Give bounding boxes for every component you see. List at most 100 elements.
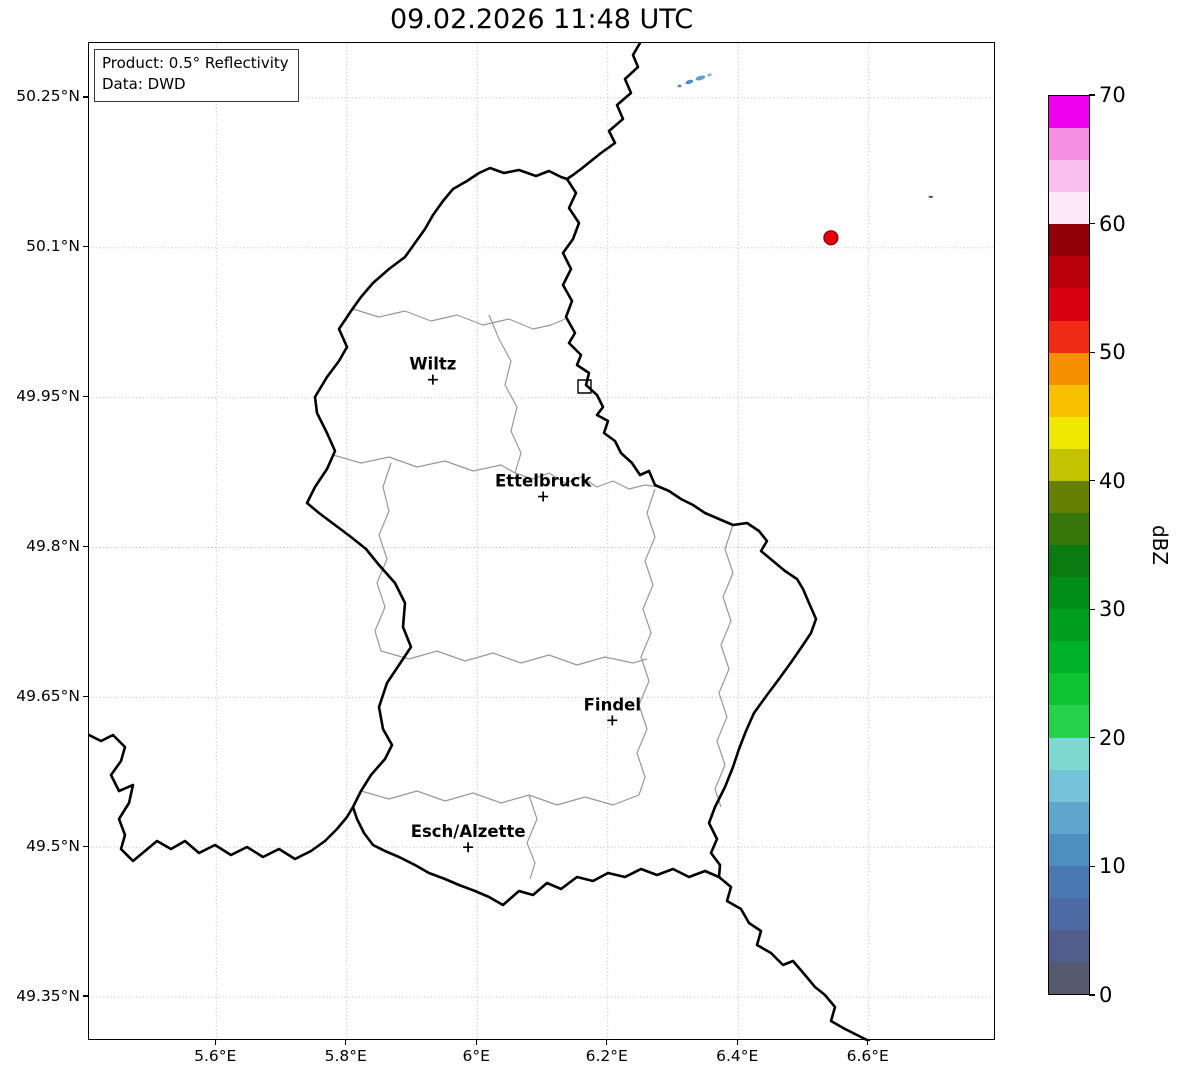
colorbar-segment xyxy=(1049,769,1089,802)
colorbar-segment xyxy=(1049,224,1089,257)
radar-echo xyxy=(707,73,712,77)
y-tick-mark xyxy=(83,96,88,98)
city-label: Esch/Alzette xyxy=(411,822,526,841)
colorbar-segment xyxy=(1049,480,1089,514)
y-tick-mark xyxy=(83,845,88,847)
colorbar-segment xyxy=(1049,513,1089,546)
colorbar-segment xyxy=(1049,320,1089,353)
colorbar-segment xyxy=(1049,673,1089,706)
colorbar-segment xyxy=(1049,577,1089,610)
x-tick-label: 6.2°E xyxy=(585,1047,628,1065)
colorbar-segment xyxy=(1049,192,1089,225)
border-square-artifact xyxy=(577,379,592,394)
colorbar-segment xyxy=(1049,384,1089,417)
colorbar-segment xyxy=(1049,416,1089,449)
district-line xyxy=(352,308,566,330)
colorbar-tick-mark xyxy=(1089,994,1095,996)
radar-echo xyxy=(677,84,682,88)
grid-lines xyxy=(89,43,996,1041)
colorbar-tick-mark xyxy=(1089,480,1095,482)
district-line xyxy=(332,454,660,490)
y-tick-mark xyxy=(83,246,88,248)
city-markers: Wiltz Ettelbruck Findel Esch/Alzette xyxy=(409,355,641,853)
country-borders xyxy=(89,43,871,1041)
colorbar-tick-label: 70 xyxy=(1099,83,1126,107)
colorbar-tick-label: 60 xyxy=(1099,211,1126,236)
radar-echo xyxy=(685,79,694,85)
colorbar-tick-label: 40 xyxy=(1099,468,1126,493)
colorbar-segment xyxy=(1049,609,1089,642)
x-tick-mark xyxy=(867,1040,869,1045)
colorbar-segment xyxy=(1049,930,1089,963)
colorbar-tick-mark xyxy=(1089,737,1095,739)
y-tick-label: 49.8°N xyxy=(26,536,80,555)
city-plus-marker xyxy=(427,374,438,385)
colorbar-segment xyxy=(1049,160,1089,193)
x-tick-label: 6°E xyxy=(462,1047,490,1065)
colorbar-label: dBZ xyxy=(1148,524,1172,566)
french-belgian-border xyxy=(89,733,355,863)
map-canvas: Wiltz Ettelbruck Findel Esch/Alzette xyxy=(89,43,996,1041)
colorbar-tick-mark xyxy=(1089,865,1095,868)
radar-echo xyxy=(928,195,933,198)
luxembourg-border xyxy=(305,166,818,907)
colorbar-segment xyxy=(1049,641,1089,674)
german-belgian-border xyxy=(565,43,642,181)
y-tick-label: 50.25°N xyxy=(16,87,80,106)
colorbar-tick-label: 50 xyxy=(1099,340,1126,365)
x-tick-mark xyxy=(736,1040,738,1045)
city-label: Wiltz xyxy=(409,355,456,374)
city-label: Ettelbruck xyxy=(495,472,592,491)
colorbar-tick-label: 0 xyxy=(1099,983,1113,1007)
district-borders xyxy=(332,308,734,880)
y-tick-label: 49.35°N xyxy=(16,986,80,1005)
colorbar-tick-mark xyxy=(1089,94,1095,96)
colorbar-segment xyxy=(1049,352,1089,385)
radar-echo xyxy=(695,75,706,81)
info-box: Product: 0.5° Reflectivity Data: DWD xyxy=(94,49,299,102)
x-tick-label: 5.6°E xyxy=(194,1047,237,1065)
city-plus-marker xyxy=(463,842,474,853)
colorbar-tick-label: 30 xyxy=(1099,597,1126,622)
colorbar-segment xyxy=(1049,833,1089,866)
district-line xyxy=(488,314,522,474)
x-tick-mark xyxy=(606,1040,608,1045)
x-tick-label: 6.4°E xyxy=(716,1047,759,1065)
y-tick-mark xyxy=(83,695,88,697)
district-line xyxy=(526,794,538,880)
x-tick-label: 6.6°E xyxy=(846,1047,889,1065)
y-tick-label: 49.95°N xyxy=(16,387,80,406)
colorbar-segment xyxy=(1049,737,1089,770)
x-tick-mark xyxy=(214,1040,216,1045)
city-plus-marker xyxy=(607,715,618,726)
french-german-border xyxy=(717,875,871,1041)
colorbar-segment xyxy=(1049,705,1089,738)
x-tick-mark xyxy=(345,1040,347,1045)
figure-title: 09.02.2026 11:48 UTC xyxy=(389,4,694,35)
colorbar-segment xyxy=(1049,897,1089,931)
colorbar-segment xyxy=(1049,96,1089,129)
district-line xyxy=(636,488,656,796)
colorbar-tick-label: 20 xyxy=(1099,725,1126,750)
city-plus-marker xyxy=(538,491,549,502)
district-line xyxy=(380,650,648,666)
radar-echoes xyxy=(677,73,933,246)
x-tick-mark xyxy=(475,1040,477,1045)
y-tick-mark xyxy=(83,545,88,548)
colorbar-segment xyxy=(1049,801,1089,834)
colorbar-segment xyxy=(1049,865,1089,898)
colorbar-tick-mark xyxy=(1089,608,1095,610)
info-source-line: Data: DWD xyxy=(102,75,186,94)
radar-echo xyxy=(823,230,839,246)
colorbar-tick-mark xyxy=(1089,222,1095,225)
colorbar-segment xyxy=(1049,448,1089,481)
map-plot: Wiltz Ettelbruck Findel Esch/Alzette Produc… xyxy=(88,42,996,1041)
colorbar-segment xyxy=(1049,256,1089,289)
y-tick-mark xyxy=(83,396,88,398)
colorbar-tick-mark xyxy=(1089,351,1095,353)
district-line xyxy=(360,790,640,806)
district-line xyxy=(374,462,392,652)
info-product-line: Product: 0.5° Reflectivity xyxy=(102,54,289,72)
colorbar-segment xyxy=(1049,288,1089,321)
colorbar-segment xyxy=(1049,545,1089,578)
